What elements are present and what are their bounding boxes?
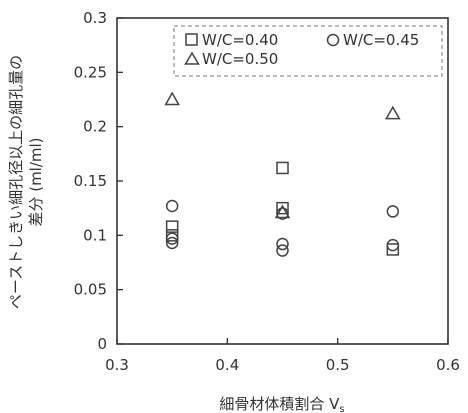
y-tick-label: 0.1: [83, 226, 107, 244]
legend: W/C=0.40 W/C=0.45 W/C=0.50: [173, 25, 443, 77]
data-points: [164, 91, 401, 257]
x-axis: 0.3 0.4 0.5 0.6: [105, 338, 460, 374]
legend-label-wc040: W/C=0.40: [202, 31, 278, 49]
data-point-square: [165, 229, 179, 242]
data-point-triangle: [164, 91, 180, 106]
plot-area-frame: [116, 17, 449, 345]
y-tick-label: 0.15: [74, 172, 107, 190]
y-axis: 0 0.05 0.1 0.15 0.2 0.25 0.3: [74, 9, 123, 353]
legend-label-wc050: W/C=0.50: [202, 50, 278, 68]
data-point-triangle: [385, 105, 401, 120]
data-point-square: [165, 220, 179, 233]
data-point-circle: [386, 238, 400, 252]
data-point-circle: [276, 244, 289, 257]
y-axis-title-line2: 差分 (ml/ml): [27, 137, 45, 226]
data-point-square: [386, 243, 400, 256]
y-tick-label: 0.05: [74, 281, 107, 299]
legend-marker-circle: [326, 33, 340, 47]
data-point-triangle: [274, 204, 291, 219]
data-point-circle: [165, 232, 179, 245]
y-tick-label: 0: [97, 335, 107, 353]
data-point-circle: [276, 237, 289, 251]
y-tick-label: 0.25: [74, 63, 107, 81]
x-tick-label: 0.4: [215, 356, 239, 374]
legend-label-wc045: W/C=0.45: [343, 31, 419, 49]
x-axis-title: 細骨材体積割合 Vs: [219, 395, 344, 413]
y-axis-title-line1: ペーストしきい細孔径以上の細孔量の: [7, 55, 25, 309]
x-tick-label: 0.6: [436, 356, 460, 374]
data-point-square: [276, 201, 289, 215]
legend-marker-triangle: [184, 51, 200, 65]
x-tick-label: 0.3: [105, 356, 129, 374]
data-point-circle: [386, 205, 400, 218]
data-point-square: [276, 161, 289, 175]
y-tick-label: 0.2: [83, 118, 107, 136]
y-tick-label: 0.3: [83, 9, 107, 27]
data-point-circle: [276, 207, 289, 220]
legend-box: [173, 25, 443, 77]
data-point-circle: [165, 199, 179, 213]
legend-marker-square: [185, 33, 198, 46]
data-point-circle: [165, 236, 179, 250]
x-tick-label: 0.5: [326, 356, 350, 374]
